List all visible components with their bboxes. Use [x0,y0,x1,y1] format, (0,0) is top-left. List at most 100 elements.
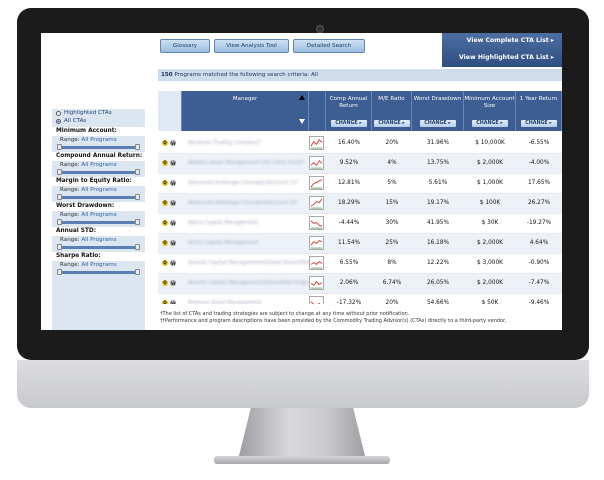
table-row[interactable]: Q W Advanced Arbitrage Concepts(Account 2)… [158,194,562,214]
table-row[interactable]: Q W Arctic Capital Management 11.54% 25% 16.1… [158,234,562,254]
slider-max-handle[interactable] [135,144,140,150]
w-badge-icon[interactable]: W [170,200,176,206]
manager-name[interactable]: Abraham Trading Company* [188,140,262,146]
header-manager[interactable]: Manager [182,91,309,131]
q-badge-icon[interactable]: Q [162,180,168,186]
cell-comp-annual-return: 12.81% [337,180,361,186]
cell-me-ratio: 20% [385,300,399,304]
change-button[interactable]: CHANGE ▸ [419,120,456,127]
manager-name[interactable]: Aventis Capital Management(Global Divers… [188,260,313,266]
w-badge-icon[interactable]: W [170,280,176,286]
sort-down-icon[interactable] [299,119,305,124]
w-badge-icon[interactable]: W [170,180,176,186]
w-badge-icon[interactable]: W [170,220,176,226]
performance-chart-icon[interactable] [309,256,324,270]
manager-name[interactable]: Arctic Capital Management [188,240,259,246]
range-slider[interactable] [57,194,140,200]
range-label: Range: [60,162,80,168]
performance-chart-icon[interactable] [309,196,324,210]
performance-chart-icon[interactable] [309,216,324,230]
q-badge-icon[interactable]: Q [162,200,168,206]
performance-chart-icon[interactable] [309,276,324,290]
radio-empty-icon [56,110,61,116]
range-slider[interactable] [57,244,140,250]
performance-chart-icon[interactable] [309,236,324,250]
cell-one-year-return: -4.00% [528,160,550,166]
slider-max-handle[interactable] [135,169,140,175]
table-row[interactable]: Q W Alpha Capital Management -4.44% 30% 41.95… [158,214,562,234]
table-row[interactable]: Q W Aventis Capital Management(Global Dive… [158,254,562,274]
disclaimer: †The list of CTAs and trading strategies… [160,311,560,325]
cell-min-account: $ 30K [481,220,499,226]
table-row[interactable]: Q W Brennan Asset Management -17.32% 20% 54.6… [158,294,562,304]
slider-max-handle[interactable] [135,269,140,275]
performance-chart-icon[interactable] [309,176,324,190]
w-badge-icon[interactable]: W [170,240,176,246]
cell-me-ratio: 4% [387,160,397,166]
manager-name[interactable]: Alpha Capital Management [188,220,259,226]
slider-max-handle[interactable] [135,219,140,225]
w-badge-icon[interactable]: W [170,260,176,266]
slider-min-handle[interactable] [57,169,62,175]
w-badge-icon[interactable]: W [170,140,176,146]
performance-chart-icon[interactable] [309,156,324,170]
view-highlighted-cta-list-link[interactable]: View Highlighted CTA List ▸ [458,54,554,61]
table-row[interactable]: Q W Advanced Arbitrage Concepts(Account 1)… [158,174,562,194]
match-text: Programs matched the following search cr… [174,72,318,78]
manager-name[interactable]: Aventis Capital Management(Diversified P… [188,280,321,286]
table-row[interactable]: Q W Aventis Capital Management(Diversified… [158,274,562,294]
change-button[interactable]: CHANGE ▸ [471,120,508,127]
filter-minimum-account: Minimum Account: Range: All Programs [52,127,145,150]
slider-min-handle[interactable] [57,244,62,250]
slider-max-handle[interactable] [135,244,140,250]
q-badge-icon[interactable]: Q [162,280,168,286]
range-value: All Programs [81,137,117,143]
manager-name[interactable]: Brennan Asset Management [188,300,262,304]
q-badge-icon[interactable]: Q [162,240,168,246]
cell-min-account: $ 2,000K [477,280,503,286]
slider-max-handle[interactable] [135,194,140,200]
view-complete-cta-list-link[interactable]: View Complete CTA List ▸ [466,37,554,44]
cell-min-account: $ 10,000K [475,140,505,146]
slider-min-handle[interactable] [57,219,62,225]
radio-all-ctas[interactable]: All CTAs [52,117,145,125]
q-badge-icon[interactable]: Q [162,160,168,166]
table-row[interactable]: Q W Abraham Trading Company* 16.40% 20% 31.96… [158,134,562,154]
detailed-search-button[interactable]: Detailed Search [293,39,365,53]
table-row[interactable]: Q W Abbotts Asset Management Ltd (Ultra Fu… [158,154,562,174]
manager-name[interactable]: Advanced Arbitrage Concepts(Account 1)* [188,180,298,186]
change-button[interactable]: CHANGE ▸ [520,120,557,127]
slider-min-handle[interactable] [57,194,62,200]
q-badge-icon[interactable]: Q [162,260,168,266]
q-badge-icon[interactable]: Q [162,300,168,304]
range-label: Range: [60,137,80,143]
radio-highlighted-ctas[interactable]: Highlighted CTAs [52,109,145,117]
monitor-chin [17,360,589,408]
q-badge-icon[interactable]: Q [162,140,168,146]
header-label: Comp Annual Return [329,96,368,109]
performance-chart-icon[interactable] [309,296,324,304]
change-button[interactable]: CHANGE ▸ [330,120,367,127]
manager-name[interactable]: Advanced Arbitrage Concepts(Account 2)* [188,200,298,206]
range-slider[interactable] [57,219,140,225]
slider-min-handle[interactable] [57,144,62,150]
cell-worst-drawdown: 16.18% [426,240,450,246]
manager-name[interactable]: Abbotts Asset Management Ltd (Ultra Fund… [188,160,305,166]
w-badge-icon[interactable]: W [170,300,176,304]
performance-chart-icon[interactable] [309,136,324,150]
filter-range: Range: All Programs [52,136,145,145]
range-slider[interactable] [57,269,140,275]
glossary-button[interactable]: Glossary [160,39,210,53]
slider-min-handle[interactable] [57,269,62,275]
q-badge-icon[interactable]: Q [162,220,168,226]
w-badge-icon[interactable]: W [170,160,176,166]
sort-up-icon[interactable] [299,95,305,100]
change-button[interactable]: CHANGE ▸ [373,120,410,127]
range-slider[interactable] [57,144,140,150]
range-slider[interactable] [57,169,140,175]
view-analysis-tool-button[interactable]: View Analysis Tool [214,39,289,53]
